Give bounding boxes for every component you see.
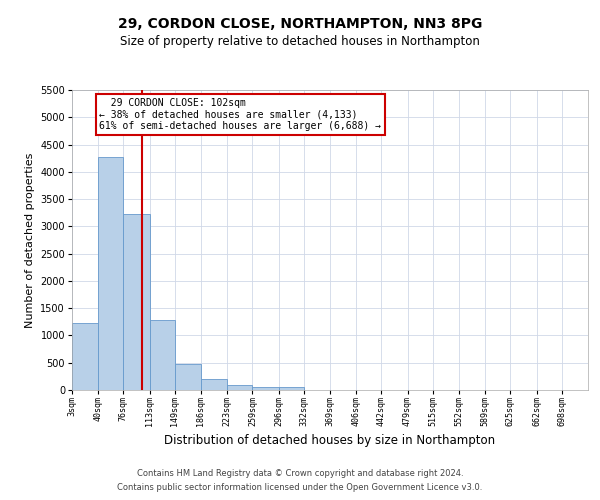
Bar xyxy=(201,379,227,390)
Bar xyxy=(124,214,149,390)
Bar xyxy=(227,384,253,390)
Bar xyxy=(253,386,278,390)
Bar xyxy=(149,320,175,390)
Bar xyxy=(278,386,304,390)
Text: Size of property relative to detached houses in Northampton: Size of property relative to detached ho… xyxy=(120,35,480,48)
Text: Contains HM Land Registry data © Crown copyright and database right 2024.: Contains HM Land Registry data © Crown c… xyxy=(137,468,463,477)
Text: Contains public sector information licensed under the Open Government Licence v3: Contains public sector information licen… xyxy=(118,484,482,492)
Text: 29 CORDON CLOSE: 102sqm
← 38% of detached houses are smaller (4,133)
61% of semi: 29 CORDON CLOSE: 102sqm ← 38% of detache… xyxy=(100,98,382,132)
Bar xyxy=(72,323,98,390)
Text: 29, CORDON CLOSE, NORTHAMPTON, NN3 8PG: 29, CORDON CLOSE, NORTHAMPTON, NN3 8PG xyxy=(118,18,482,32)
X-axis label: Distribution of detached houses by size in Northampton: Distribution of detached houses by size … xyxy=(164,434,496,447)
Bar xyxy=(98,156,124,390)
Y-axis label: Number of detached properties: Number of detached properties xyxy=(25,152,35,328)
Bar xyxy=(175,364,201,390)
